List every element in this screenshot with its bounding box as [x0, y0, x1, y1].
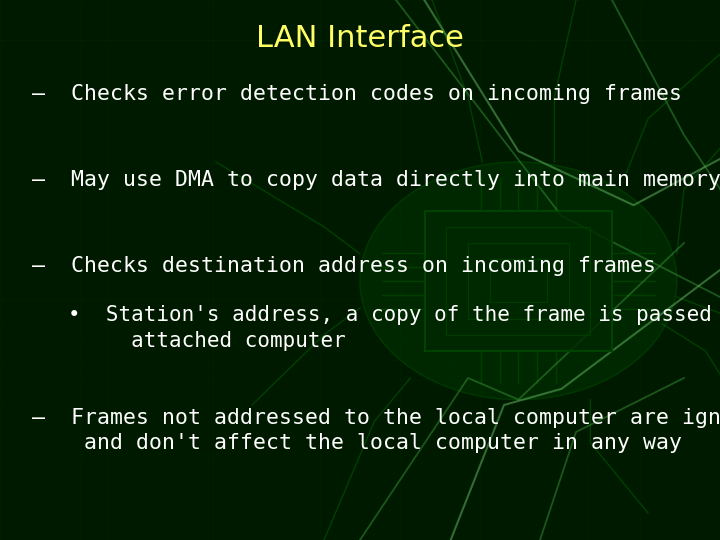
Text: –  May use DMA to copy data directly into main memory: – May use DMA to copy data directly into… [32, 170, 720, 190]
Text: LAN Interface: LAN Interface [256, 24, 464, 53]
Polygon shape [425, 211, 612, 351]
Text: •  Station's address, a copy of the frame is passed to the
     attached compute: • Station's address, a copy of the frame… [68, 305, 720, 350]
Polygon shape [360, 162, 677, 400]
Text: –  Frames not addressed to the local computer are ignored
    and don't affect t: – Frames not addressed to the local comp… [32, 408, 720, 453]
Text: –  Checks error detection codes on incoming frames: – Checks error detection codes on incomi… [32, 84, 683, 104]
Text: –  Checks destination address on incoming frames: – Checks destination address on incoming… [32, 256, 657, 276]
